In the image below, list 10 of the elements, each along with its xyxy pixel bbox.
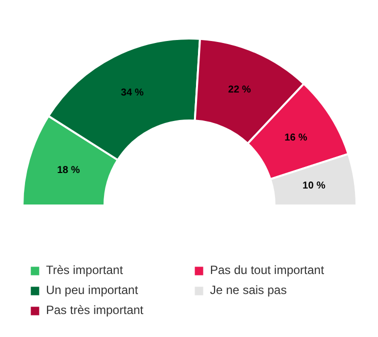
legend-label: Pas du tout important xyxy=(210,263,326,277)
legend-label: Je ne sais pas xyxy=(210,283,288,297)
data-label: 16 % xyxy=(284,132,308,144)
data-label: 18 % xyxy=(57,164,80,176)
data-label: 34 % xyxy=(120,88,144,99)
legend-label: Très important xyxy=(46,263,124,277)
legend-label: Pas très important xyxy=(46,303,144,317)
data-label: 10 % xyxy=(302,180,326,192)
legend-label: Un peu important xyxy=(46,283,140,297)
data-label: 22 % xyxy=(228,84,252,96)
